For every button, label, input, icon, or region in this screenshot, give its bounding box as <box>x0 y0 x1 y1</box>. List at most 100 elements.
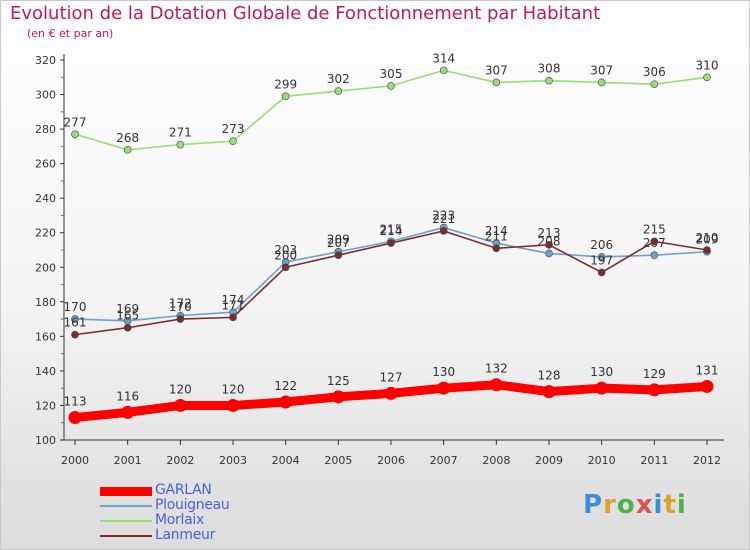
data-point-morlaix <box>703 73 711 82</box>
data-label-morlaix: 307 <box>590 63 613 77</box>
x-tick-label: 2008 <box>482 454 510 467</box>
y-tick-label: 200 <box>35 261 56 274</box>
y-tick-label: 280 <box>35 123 56 136</box>
logo-letter: o <box>616 490 636 520</box>
data-label-lanmeur: 161 <box>64 316 87 330</box>
y-tick-label: 220 <box>35 227 56 240</box>
data-point-lanmeur <box>492 244 501 253</box>
x-tick-label: 2000 <box>61 454 89 467</box>
data-label-lanmeur: 214 <box>380 224 403 238</box>
data-point-garlan <box>647 383 661 397</box>
legend-label: Morlaix <box>155 512 204 528</box>
logo-letter: r <box>603 490 617 520</box>
x-tick-label: 2006 <box>377 454 405 467</box>
y-tick-label: 260 <box>35 158 56 171</box>
data-point-morlaix <box>650 80 659 88</box>
x-tick-label: 2002 <box>166 454 194 467</box>
data-label-garlan: 116 <box>116 389 139 403</box>
data-label-plouigneau: 206 <box>590 238 613 252</box>
data-point-garlan <box>331 390 345 404</box>
data-label-lanmeur: 197 <box>590 253 613 267</box>
x-tick-label: 2004 <box>272 454 300 467</box>
data-point-morlaix <box>123 146 132 154</box>
data-point-plouigneau <box>597 253 606 261</box>
data-point-morlaix <box>334 87 343 95</box>
data-point-morlaix <box>281 92 290 101</box>
data-point-lanmeur <box>597 268 606 277</box>
data-point-lanmeur <box>281 263 290 272</box>
legend-swatch <box>100 520 152 522</box>
data-label-morlaix: 307 <box>485 63 508 77</box>
data-label-morlaix: 306 <box>643 65 666 79</box>
chart-subtitle: (en € et par an) <box>27 27 114 40</box>
data-point-garlan <box>384 386 398 400</box>
data-point-morlaix <box>597 78 606 87</box>
data-label-plouigneau: 209 <box>327 233 350 247</box>
data-point-plouigneau <box>545 249 553 258</box>
x-tick-label: 2012 <box>693 454 721 467</box>
data-point-garlan <box>68 411 82 425</box>
data-point-garlan <box>437 381 451 395</box>
proxiti-logo: Proxiti <box>583 490 687 520</box>
data-label-plouigneau: 215 <box>380 222 403 236</box>
data-point-morlaix <box>229 137 237 145</box>
data-label-garlan: 122 <box>274 379 297 393</box>
legend-label: GARLAN <box>155 482 212 498</box>
data-label-garlan: 128 <box>538 369 561 383</box>
data-label-plouigneau: 209 <box>696 233 719 247</box>
data-label-plouigneau: 170 <box>64 300 87 314</box>
data-label-garlan: 132 <box>485 362 508 376</box>
y-tick-label: 240 <box>35 192 56 205</box>
data-label-lanmeur: 211 <box>485 229 508 243</box>
x-tick-label: 2003 <box>219 454 247 467</box>
data-label-morlaix: 310 <box>696 58 719 72</box>
data-point-garlan <box>595 381 609 395</box>
data-point-lanmeur <box>71 330 79 339</box>
data-label-plouigneau: 214 <box>485 224 508 238</box>
data-label-garlan: 120 <box>222 382 245 396</box>
data-label-garlan: 120 <box>169 382 192 396</box>
data-point-garlan <box>226 398 240 412</box>
data-point-plouigneau <box>650 251 659 259</box>
data-point-lanmeur <box>334 251 343 259</box>
data-point-morlaix <box>545 76 553 85</box>
data-label-lanmeur: 215 <box>643 222 666 236</box>
data-label-lanmeur: 165 <box>116 309 139 323</box>
legend-label: Plouigneau <box>155 497 230 513</box>
data-label-morlaix: 271 <box>169 126 192 140</box>
legend-label: Lanmeur <box>155 527 216 543</box>
data-point-lanmeur <box>176 315 185 323</box>
x-tick-label: 2005 <box>324 454 352 467</box>
y-tick-label: 180 <box>35 296 56 309</box>
data-point-lanmeur <box>439 227 448 235</box>
data-label-lanmeur: 210 <box>696 231 719 245</box>
data-point-morlaix <box>176 140 185 149</box>
data-label-morlaix: 308 <box>538 62 561 76</box>
data-point-morlaix <box>439 66 448 75</box>
x-tick-label: 2010 <box>588 454 616 467</box>
data-label-lanmeur: 171 <box>222 298 245 312</box>
data-label-lanmeur: 170 <box>169 300 192 314</box>
data-label-plouigneau: 172 <box>169 297 192 311</box>
data-point-garlan <box>279 395 293 409</box>
data-point-lanmeur <box>123 323 132 332</box>
data-label-plouigneau: 169 <box>116 302 139 316</box>
y-tick-label: 320 <box>35 54 56 67</box>
data-label-lanmeur: 200 <box>274 248 297 262</box>
data-label-plouigneau: 203 <box>274 243 297 257</box>
data-point-morlaix <box>492 78 501 87</box>
data-point-plouigneau <box>71 315 79 323</box>
chart-title: Evolution de la Dotation Globale de Fonc… <box>10 3 601 24</box>
legend-swatch <box>100 505 152 507</box>
x-tick-label: 2001 <box>114 454 142 467</box>
data-point-garlan <box>173 398 187 412</box>
x-tick-label: 2009 <box>535 454 563 467</box>
y-tick-label: 140 <box>35 365 56 378</box>
data-point-lanmeur <box>545 241 553 249</box>
logo-letter: t <box>663 490 677 520</box>
data-label-garlan: 130 <box>590 365 613 379</box>
data-label-plouigneau: 174 <box>222 293 245 307</box>
data-point-garlan <box>700 379 714 393</box>
